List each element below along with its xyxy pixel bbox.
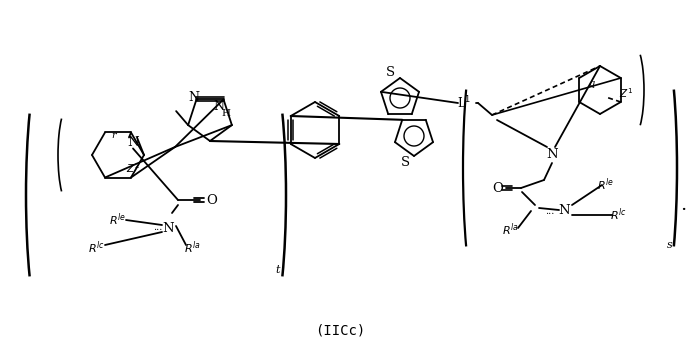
Text: S: S	[385, 66, 394, 78]
Text: $R^{le}$: $R^{le}$	[597, 177, 614, 193]
Text: H: H	[221, 109, 230, 118]
Text: $Z^1$: $Z^1$	[618, 86, 633, 100]
Text: t: t	[276, 265, 281, 275]
Text: L$^1$: L$^1$	[456, 95, 471, 111]
Text: ...: ...	[154, 223, 163, 233]
Text: $R^{la}$: $R^{la}$	[184, 240, 200, 256]
Text: N: N	[188, 91, 199, 104]
Text: S: S	[401, 156, 410, 168]
Text: O: O	[207, 193, 218, 207]
Text: $R^{lc}$: $R^{lc}$	[609, 207, 626, 223]
Text: N: N	[213, 100, 224, 113]
Text: N: N	[162, 222, 174, 235]
Text: O: O	[493, 181, 503, 195]
Text: s: s	[667, 240, 673, 250]
Text: r: r	[112, 131, 117, 140]
Text: $Z^2$: $Z^2$	[126, 162, 140, 175]
Text: N: N	[127, 136, 139, 149]
Text: (IICc): (IICc)	[315, 323, 365, 337]
Text: ...: ...	[545, 208, 555, 216]
Text: q: q	[588, 78, 594, 88]
Text: $R^{le}$: $R^{le}$	[110, 212, 126, 228]
Text: $R^{lc}$: $R^{lc}$	[87, 240, 105, 256]
Text: N: N	[558, 203, 570, 216]
Text: .: .	[680, 196, 686, 214]
Text: N: N	[547, 149, 558, 162]
Text: $R^{la}$: $R^{la}$	[502, 222, 519, 238]
